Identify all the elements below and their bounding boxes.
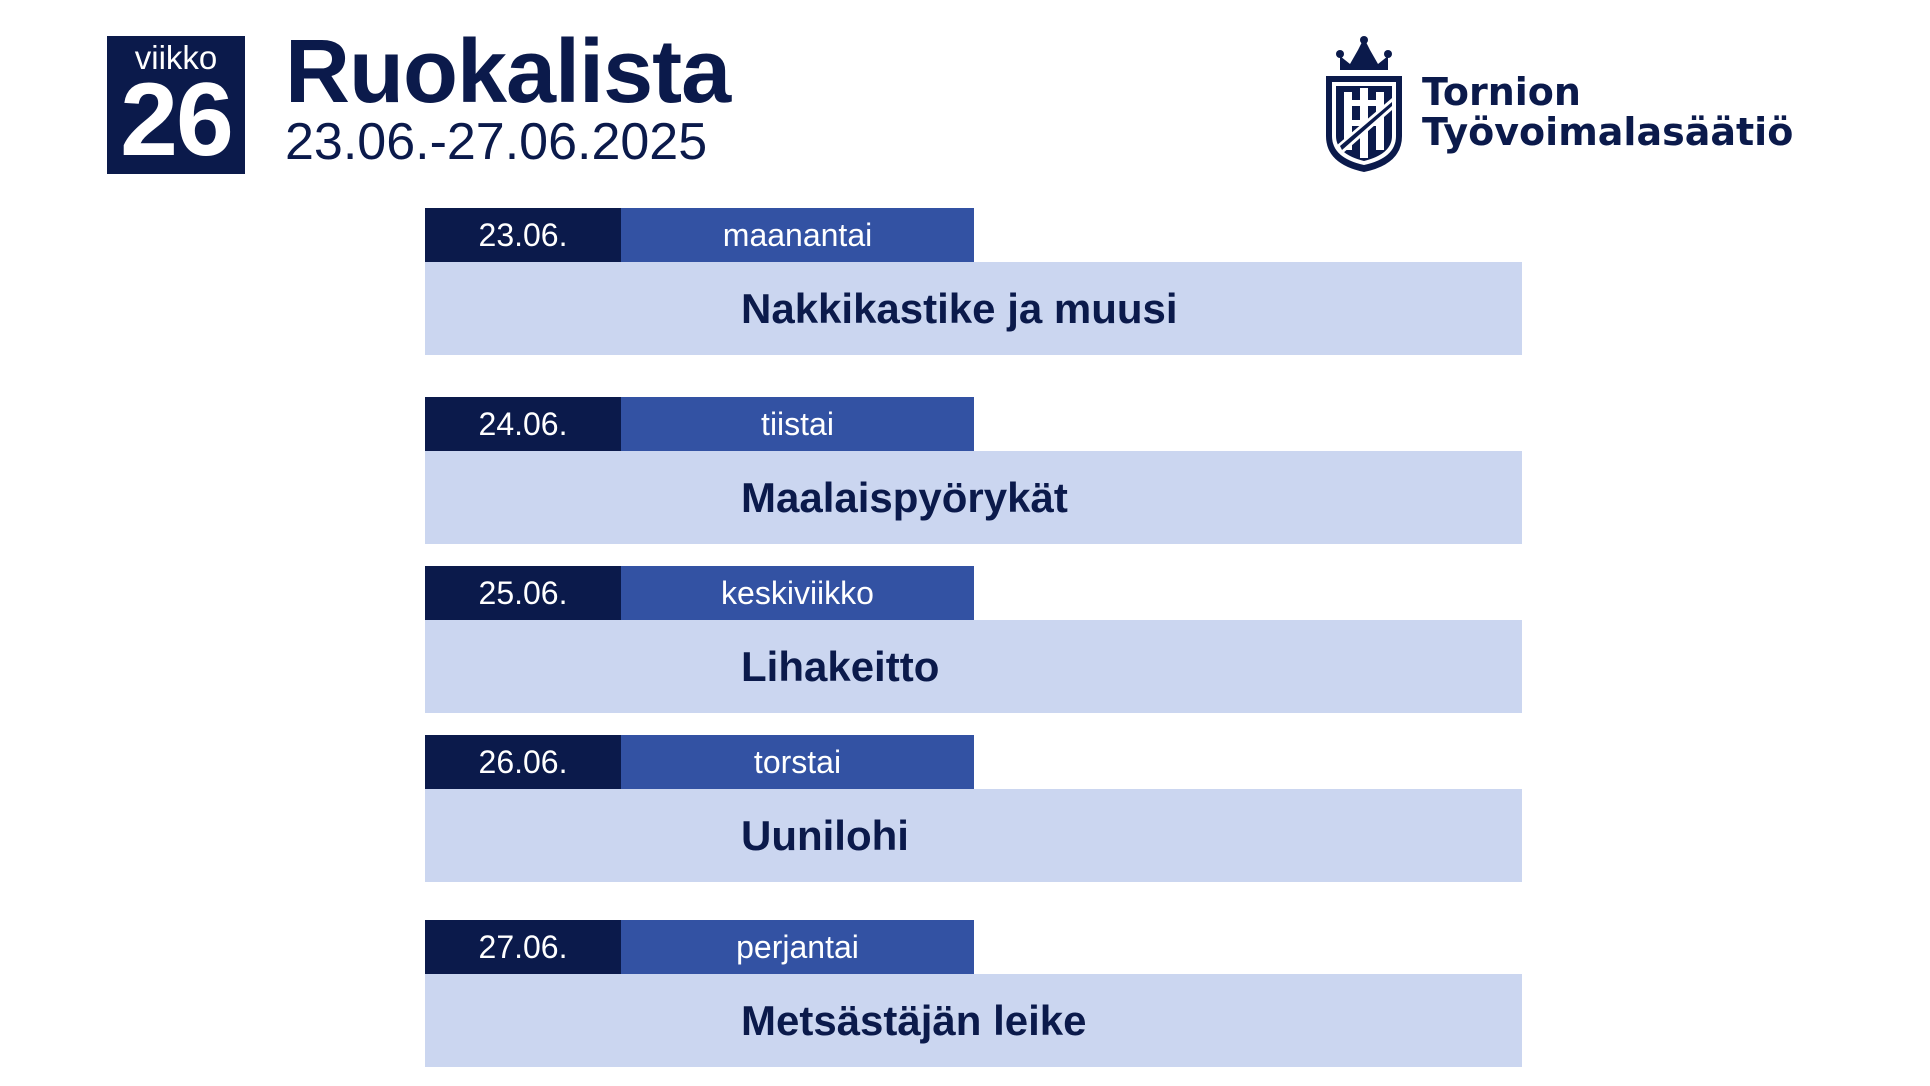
meal-name: Maalaispyörykät (741, 474, 1068, 521)
day-weekday: perjantai (621, 920, 974, 974)
day-weekday: keskiviikko (621, 566, 974, 620)
organization-logo: Tornion Työvoimalasäätiö (1322, 36, 1802, 176)
day-date: 27.06. (425, 920, 621, 974)
day-row-tuesday: 24.06. tiistai Maalaispyörykät (425, 397, 1522, 544)
meal-box: Nakkikastike ja muusi (425, 262, 1522, 355)
logo-line-1: Tornion (1422, 70, 1581, 114)
week-number: 26 (120, 62, 234, 178)
meal-box: Lihakeitto (425, 620, 1522, 713)
day-row-wednesday: 25.06. keskiviikko Lihakeitto (425, 566, 1522, 713)
day-date: 23.06. (425, 208, 621, 262)
logo-text: Tornion Työvoimalasäätiö (1422, 72, 1793, 152)
page-title: Ruokalista (285, 22, 731, 122)
day-weekday: torstai (621, 735, 974, 789)
logo-line-2: Työvoimalasäätiö (1422, 110, 1794, 154)
day-row-monday: 23.06. maanantai Nakkikastike ja muusi (425, 208, 1522, 355)
day-weekday: tiistai (621, 397, 974, 451)
day-date: 26.06. (425, 735, 621, 789)
meal-name: Lihakeitto (741, 643, 940, 690)
week-label: viikko (134, 39, 218, 76)
meal-box: Uunilohi (425, 789, 1522, 882)
day-date: 25.06. (425, 566, 621, 620)
meal-name: Metsästäjän leike (741, 997, 1087, 1044)
week-badge: viikko 26 (107, 36, 245, 174)
date-range: 23.06.-27.06.2025 (285, 113, 708, 171)
meal-box: Maalaispyörykät (425, 451, 1522, 544)
day-date: 24.06. (425, 397, 621, 451)
meal-name: Uunilohi (741, 812, 909, 859)
meal-name: Nakkikastike ja muusi (741, 285, 1178, 332)
castle-shield-icon (1326, 36, 1402, 172)
day-weekday: maanantai (621, 208, 974, 262)
meal-box: Metsästäjän leike (425, 974, 1522, 1067)
day-row-friday: 27.06. perjantai Metsästäjän leike (425, 920, 1522, 1067)
day-row-thursday: 26.06. torstai Uunilohi (425, 735, 1522, 882)
